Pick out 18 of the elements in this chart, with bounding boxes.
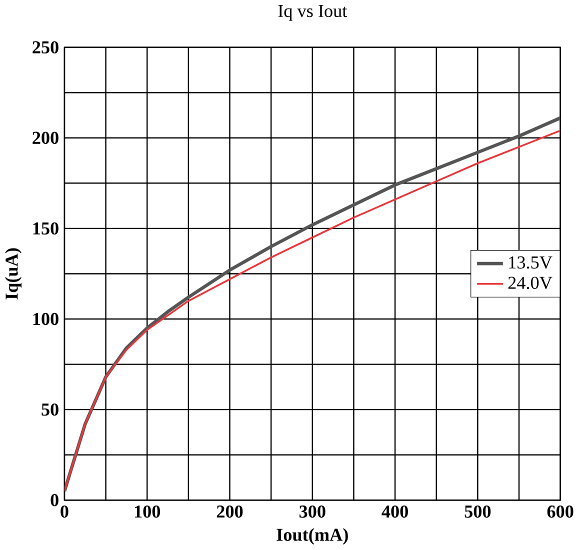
x-axis-title: Iout(mA) [276, 528, 348, 545]
x-tick-label: 0 [60, 506, 68, 518]
y-tick-label: 50 [42, 404, 58, 416]
legend-label: 13.5V [509, 256, 552, 269]
y-tick-label: 0 [50, 494, 58, 506]
y-tick-label: 100 [33, 313, 58, 326]
x-tick-label: 300 [299, 506, 326, 518]
y-tick-label: 250 [32, 41, 58, 54]
legend-label: 24.0V [508, 276, 552, 290]
y-axis-title: Iq(uA) [5, 248, 22, 300]
y-tick-label: 200 [32, 132, 58, 144]
x-tick-label: 400 [382, 506, 408, 518]
x-tick-label: 200 [216, 506, 243, 518]
x-tick-label: 500 [464, 506, 491, 518]
x-tick-label: 100 [134, 506, 160, 518]
y-tick-label: 150 [33, 222, 58, 235]
x-tick-label: 600 [547, 506, 574, 518]
chart-title: Iq vs Iout [278, 5, 348, 21]
